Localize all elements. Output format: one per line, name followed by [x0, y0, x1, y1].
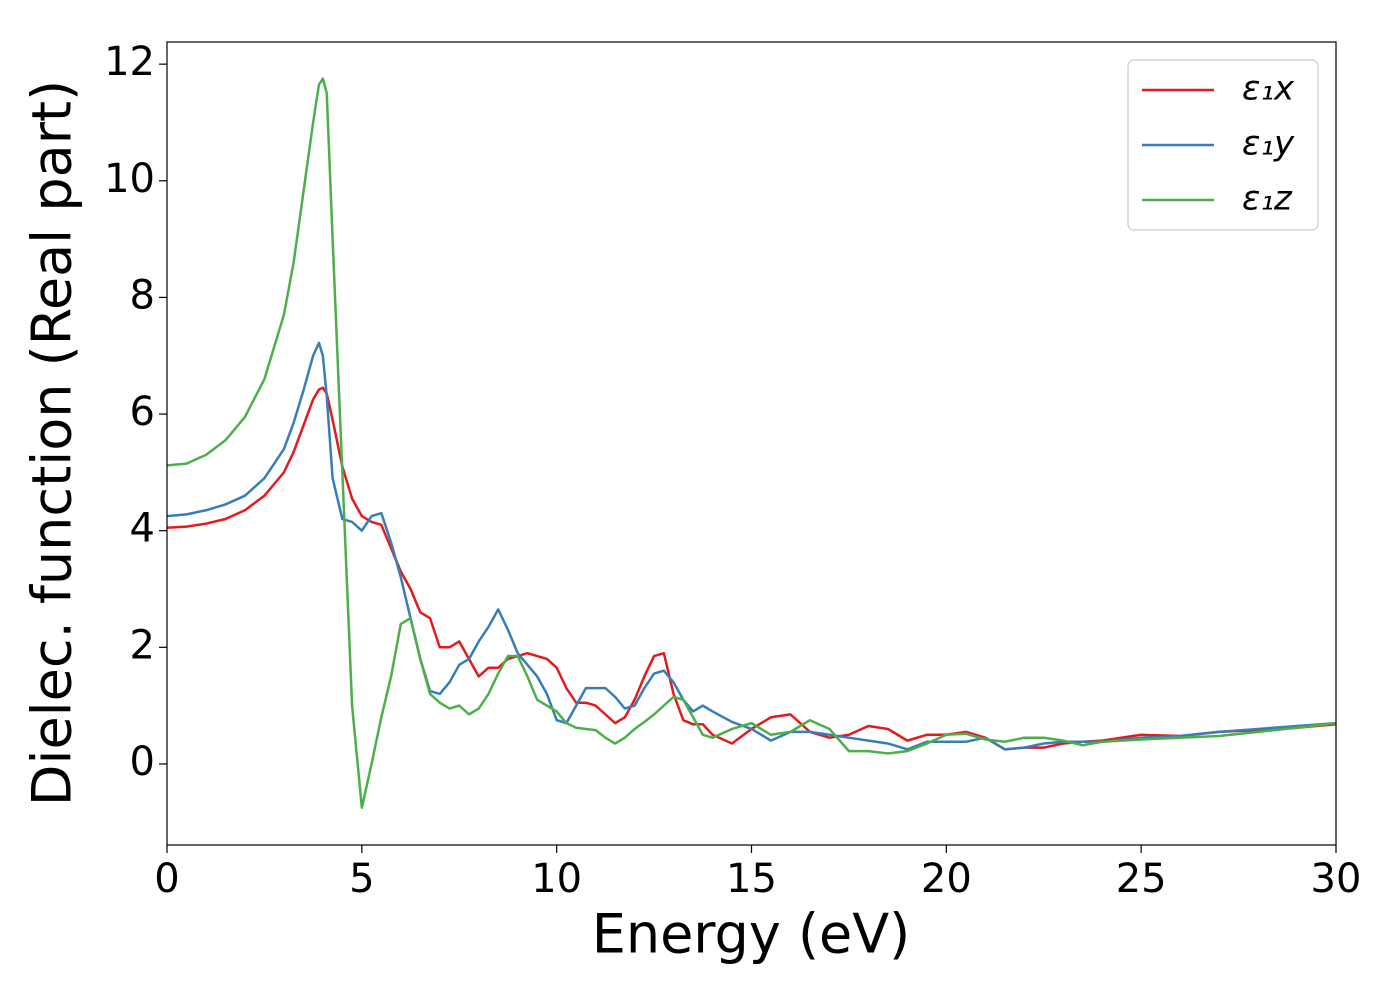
y-tick-label: 0: [130, 739, 155, 785]
x-tick-label: 20: [921, 856, 972, 902]
x-tick-label: 25: [1116, 856, 1167, 902]
line-series: [167, 386, 1336, 751]
y-axis-label: Dielec. function (Real part): [21, 80, 84, 806]
legend-label: ε₁y: [1242, 124, 1295, 164]
line-series: [167, 77, 1336, 809]
x-tick-label: 5: [349, 856, 374, 902]
y-tick-label: 8: [130, 272, 155, 318]
y-tick-label: 6: [130, 389, 155, 435]
plot-frame: [166, 41, 1337, 846]
legend-label: ε₁x: [1242, 69, 1295, 109]
x-tick-label: 15: [726, 856, 777, 902]
x-tick-label: 30: [1311, 856, 1362, 902]
x-tick-label: 0: [154, 856, 179, 902]
x-tick-label: 10: [531, 856, 582, 902]
legend-box: [1127, 59, 1319, 231]
legend-label: ε₁z: [1242, 179, 1293, 219]
x-axis-label: Energy (eV): [592, 903, 911, 966]
y-tick-label: 2: [130, 622, 155, 668]
y-tick-label: 4: [130, 506, 155, 552]
line-series: [167, 341, 1336, 751]
y-tick-label: 10: [104, 156, 155, 202]
y-tick-label: 12: [104, 39, 155, 85]
